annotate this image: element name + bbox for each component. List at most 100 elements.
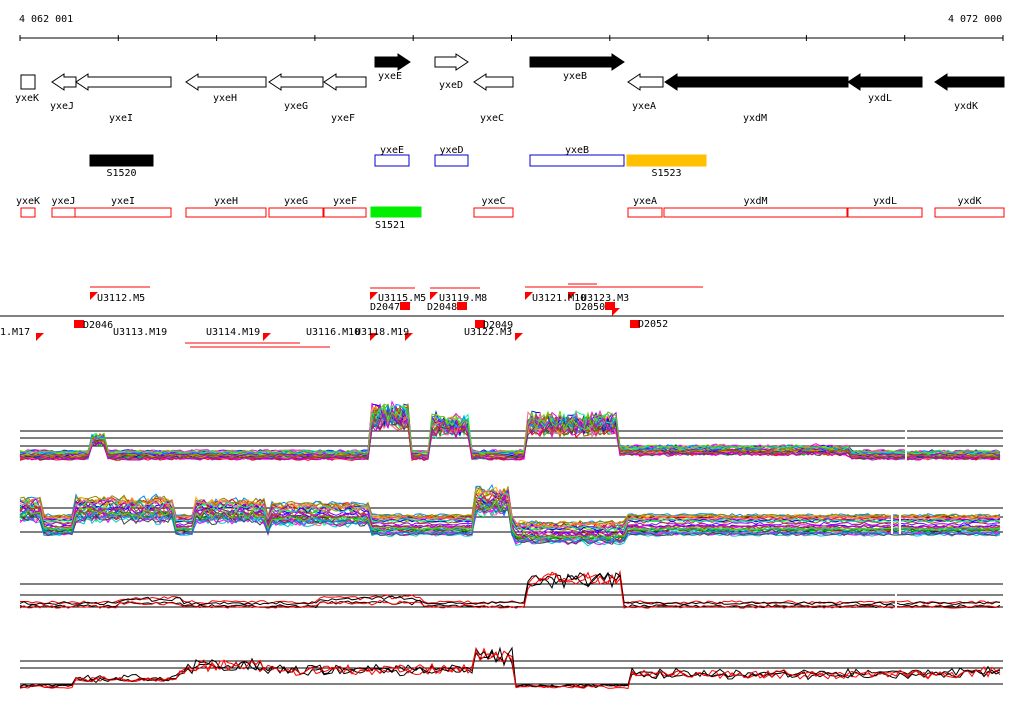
- red-gene-label: yxeH: [214, 196, 238, 207]
- transcript-block: [400, 302, 410, 310]
- transcript-block: [74, 320, 84, 328]
- transcript-marker: [515, 333, 523, 341]
- feature-box: [529, 154, 625, 167]
- transcript-marker: [405, 333, 413, 341]
- gene-arrow: [51, 73, 77, 91]
- transcript-block: [475, 320, 485, 328]
- transcript-label: 1.M17: [0, 327, 30, 338]
- profile-line: [19, 571, 1001, 609]
- red-gene-box: [51, 207, 76, 218]
- profile-line: [19, 407, 1001, 461]
- transcript-block: [457, 302, 467, 310]
- red-gene-box: [74, 207, 172, 218]
- transcript-label: U3122.M3: [464, 327, 512, 338]
- gene-label: yxdM: [743, 113, 767, 124]
- profile-line: [19, 406, 1001, 458]
- profile-line: [20, 569, 1001, 605]
- transcript-label: U3113.M19: [113, 327, 167, 338]
- transcript-marker: [525, 292, 533, 300]
- red-gene-label: yxeJ: [51, 196, 75, 207]
- profile-line: [19, 403, 1001, 457]
- gene-label: yxeI: [109, 113, 133, 124]
- gene-label: yxeF: [331, 113, 355, 124]
- gene-arrows-track: yxeK yxeJ yxeI yxeH yxeG yxeF yxeE yxeD yxeC yxeB…: [15, 53, 1005, 124]
- profile-line: [19, 405, 1001, 458]
- red-gene-label: yxeF: [333, 196, 357, 207]
- feature-label: S1520: [106, 168, 136, 179]
- transcript-label: D2046: [83, 320, 113, 331]
- gene-arrow: [529, 53, 625, 71]
- gene-label: yxeB: [563, 71, 587, 82]
- profile-line: [19, 647, 1001, 690]
- profile-line: [19, 403, 1001, 457]
- transcript-block: [605, 302, 615, 310]
- red-gene-box: [20, 207, 36, 218]
- red-gene-label: yxdM: [743, 196, 767, 207]
- transcript-label: U3121.M10: [532, 293, 586, 304]
- profile-line: [19, 646, 1001, 688]
- profile-line: [19, 400, 1001, 454]
- feature-box: [626, 154, 707, 167]
- gene-arrow: [323, 73, 367, 91]
- transcript-label: U3112.M5: [97, 293, 145, 304]
- feature-label: S1523: [651, 168, 681, 179]
- transcript-label: D2047: [370, 302, 400, 313]
- red-gene-label: yxeI: [111, 196, 135, 207]
- red-gene-label: yxeC: [481, 196, 505, 207]
- transcript-label: U3115.M5: [378, 293, 426, 304]
- transcript-track: U3112.M5 U3115.M5 U3119.M8 U3121.M10U3123.M…: [0, 283, 1004, 348]
- gene-arrow: [473, 73, 514, 91]
- gene-label: yxeA: [632, 101, 656, 112]
- red-gene-label: yxdL: [873, 196, 897, 207]
- red-gene-label: yxeK: [16, 196, 40, 207]
- feature-box: [374, 154, 410, 167]
- red-gene-box: [847, 207, 923, 218]
- gene-arrow: [268, 73, 324, 91]
- red-gene-box: [185, 207, 267, 218]
- profile-line: [19, 407, 1001, 457]
- transcript-marker: [36, 333, 44, 341]
- gene-arrow: [75, 73, 172, 91]
- transcript-label: D2050: [575, 302, 605, 313]
- feature-label: yxeB: [565, 145, 589, 156]
- gene-label: yxeK: [15, 93, 39, 104]
- transcript-marker: [370, 292, 378, 300]
- gene-label: yxdK: [954, 101, 978, 112]
- red-gene-label: yxeG: [284, 196, 308, 207]
- profile-line: [19, 404, 1001, 456]
- profile-line: [19, 488, 1001, 530]
- gene-label: yxeD: [439, 80, 463, 91]
- feature-box: [434, 154, 469, 167]
- red-gene-box: [323, 207, 367, 218]
- gene-label: yxeE: [378, 71, 402, 82]
- red-gene-box: [473, 207, 514, 218]
- feature-label: yxeE: [380, 145, 404, 156]
- red-gene-track: yxeK yxeJ yxeI yxeH yxeG yxeF yxeC yxeA yxdM yxdL…: [16, 196, 1005, 231]
- red-gene-label: yxdK: [957, 196, 981, 207]
- feature-label: yxeD: [439, 145, 463, 156]
- transcript-marker: [568, 292, 576, 300]
- transcript-label: U3116.M10: [306, 327, 360, 338]
- transcript-label: U3118.M19: [355, 327, 409, 338]
- green-feature-label: S1521: [375, 220, 405, 231]
- transcript-label: D2052: [638, 319, 668, 330]
- profile-line: [19, 403, 1001, 457]
- feature-boxes-track: S1520 yxeE yxeD yxeB S1523: [89, 145, 707, 179]
- start-coordinate: 4 062 001: [19, 14, 73, 25]
- gene-arrow: [374, 53, 411, 71]
- gene-box: [20, 74, 36, 90]
- gene-arrow: [185, 73, 267, 91]
- transcript-label: D2048: [427, 302, 457, 313]
- transcript-marker: [430, 292, 438, 300]
- gene-arrow: [934, 73, 1005, 91]
- green-feature-box: [370, 206, 422, 218]
- transcript-label: U3114.M19: [206, 327, 260, 338]
- red-gene-box: [663, 207, 848, 218]
- gene-arrow: [847, 73, 923, 91]
- transcript-block: [630, 320, 640, 328]
- transcript-label: D2049: [483, 320, 513, 331]
- profile-line: [19, 572, 1001, 606]
- gene-label: yxeC: [480, 113, 504, 124]
- transcript-label: U3123.M3: [581, 293, 629, 304]
